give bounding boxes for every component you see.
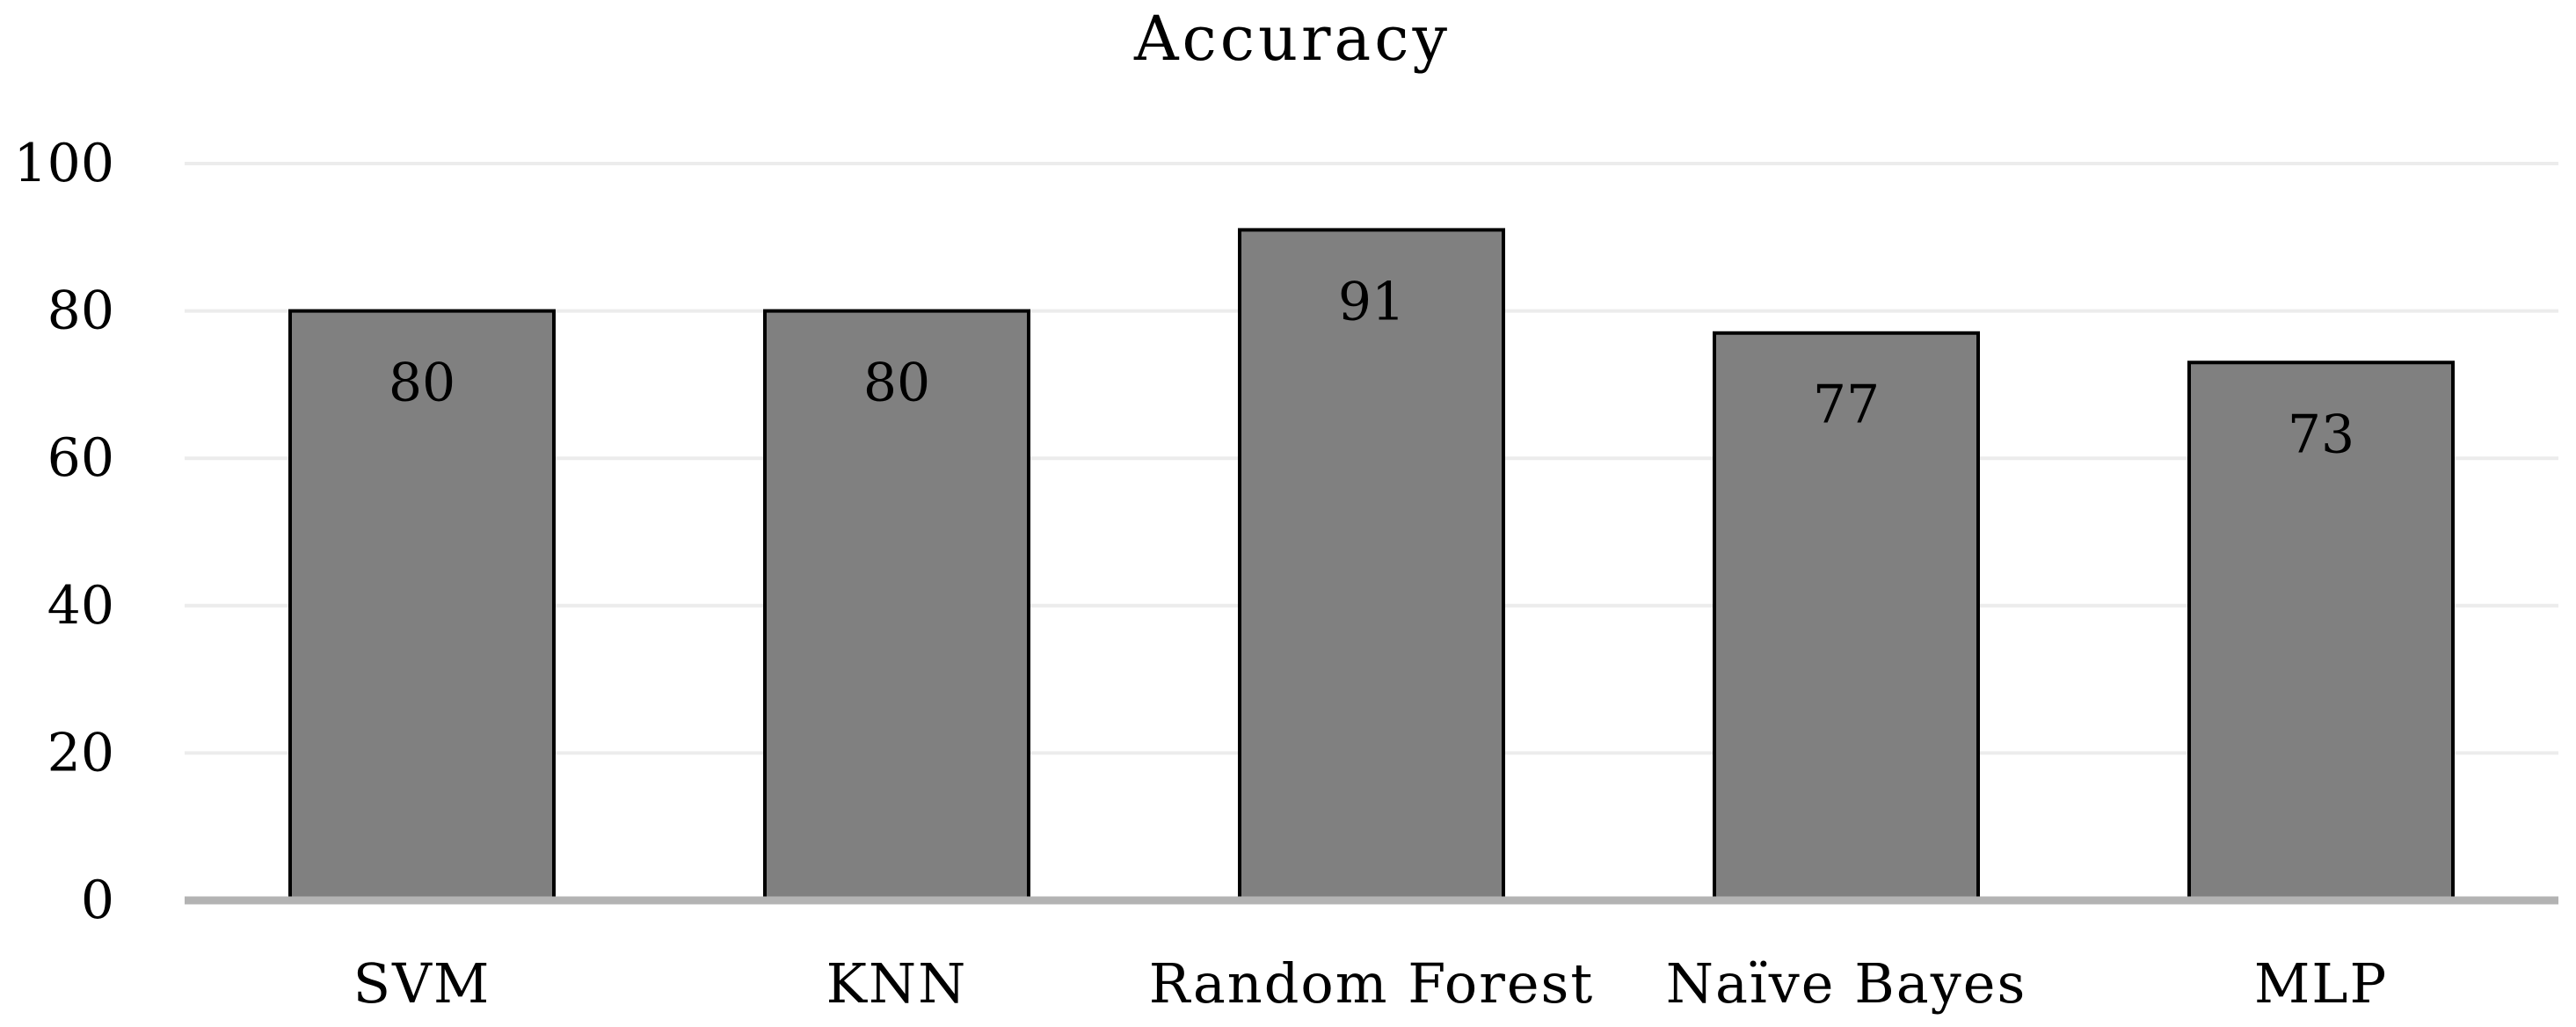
- data-label: 80: [389, 353, 455, 414]
- x-category-label: Random Forest: [1149, 951, 1595, 1016]
- y-tick-label: 40: [47, 575, 114, 637]
- bar-na-ve-bayes: [1713, 331, 1980, 902]
- data-label: 91: [1338, 271, 1405, 332]
- x-category-label: KNN: [826, 951, 968, 1016]
- bar-svm: [288, 309, 556, 903]
- y-tick-label: 100: [13, 133, 114, 194]
- x-category-label: MLP: [2254, 951, 2388, 1016]
- data-label: 80: [863, 353, 930, 414]
- y-tick-label: 80: [47, 280, 114, 342]
- bar-mlp: [2187, 361, 2455, 902]
- data-label: 73: [2288, 404, 2354, 465]
- x-axis-category-labels: SVM KNN Random Forest Naïve Bayes MLP: [353, 951, 2388, 1016]
- bar-random-forest: [1238, 228, 1505, 903]
- x-category-label: Naïve Bayes: [1666, 951, 2027, 1016]
- chart-title: Accuracy: [1133, 3, 1451, 75]
- bars: [288, 228, 2455, 903]
- y-tick-label: 20: [47, 722, 114, 783]
- y-tick-label: 60: [47, 427, 114, 489]
- x-category-label: SVM: [353, 951, 491, 1016]
- data-labels: 80 80 91 77 73: [389, 271, 2354, 465]
- data-label: 77: [1813, 375, 1880, 436]
- y-axis-tick-labels: 0 20 40 60 80 100: [13, 133, 114, 931]
- y-tick-label: 0: [81, 870, 114, 931]
